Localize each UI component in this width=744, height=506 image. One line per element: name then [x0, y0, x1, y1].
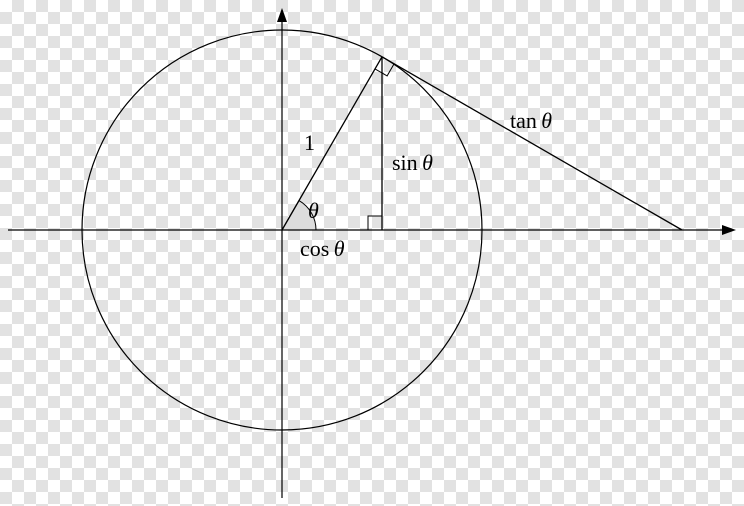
right-angle-foot — [368, 216, 382, 230]
label-angle: θ — [308, 198, 319, 223]
tan-line — [382, 57, 682, 230]
label-sin: sin θ — [392, 150, 433, 175]
label-radius: 1 — [304, 130, 315, 155]
y-axis-arrow — [277, 8, 287, 22]
canvas-wrapper: 1 θ cos θ sin θ tan θ — [0, 0, 744, 506]
radius-line — [282, 57, 382, 230]
unit-circle-diagram: 1 θ cos θ sin θ tan θ — [0, 0, 744, 506]
label-cos: cos θ — [300, 236, 345, 261]
x-axis-arrow — [722, 225, 736, 235]
label-tan: tan θ — [510, 108, 552, 133]
right-angle-tangent — [375, 64, 394, 76]
